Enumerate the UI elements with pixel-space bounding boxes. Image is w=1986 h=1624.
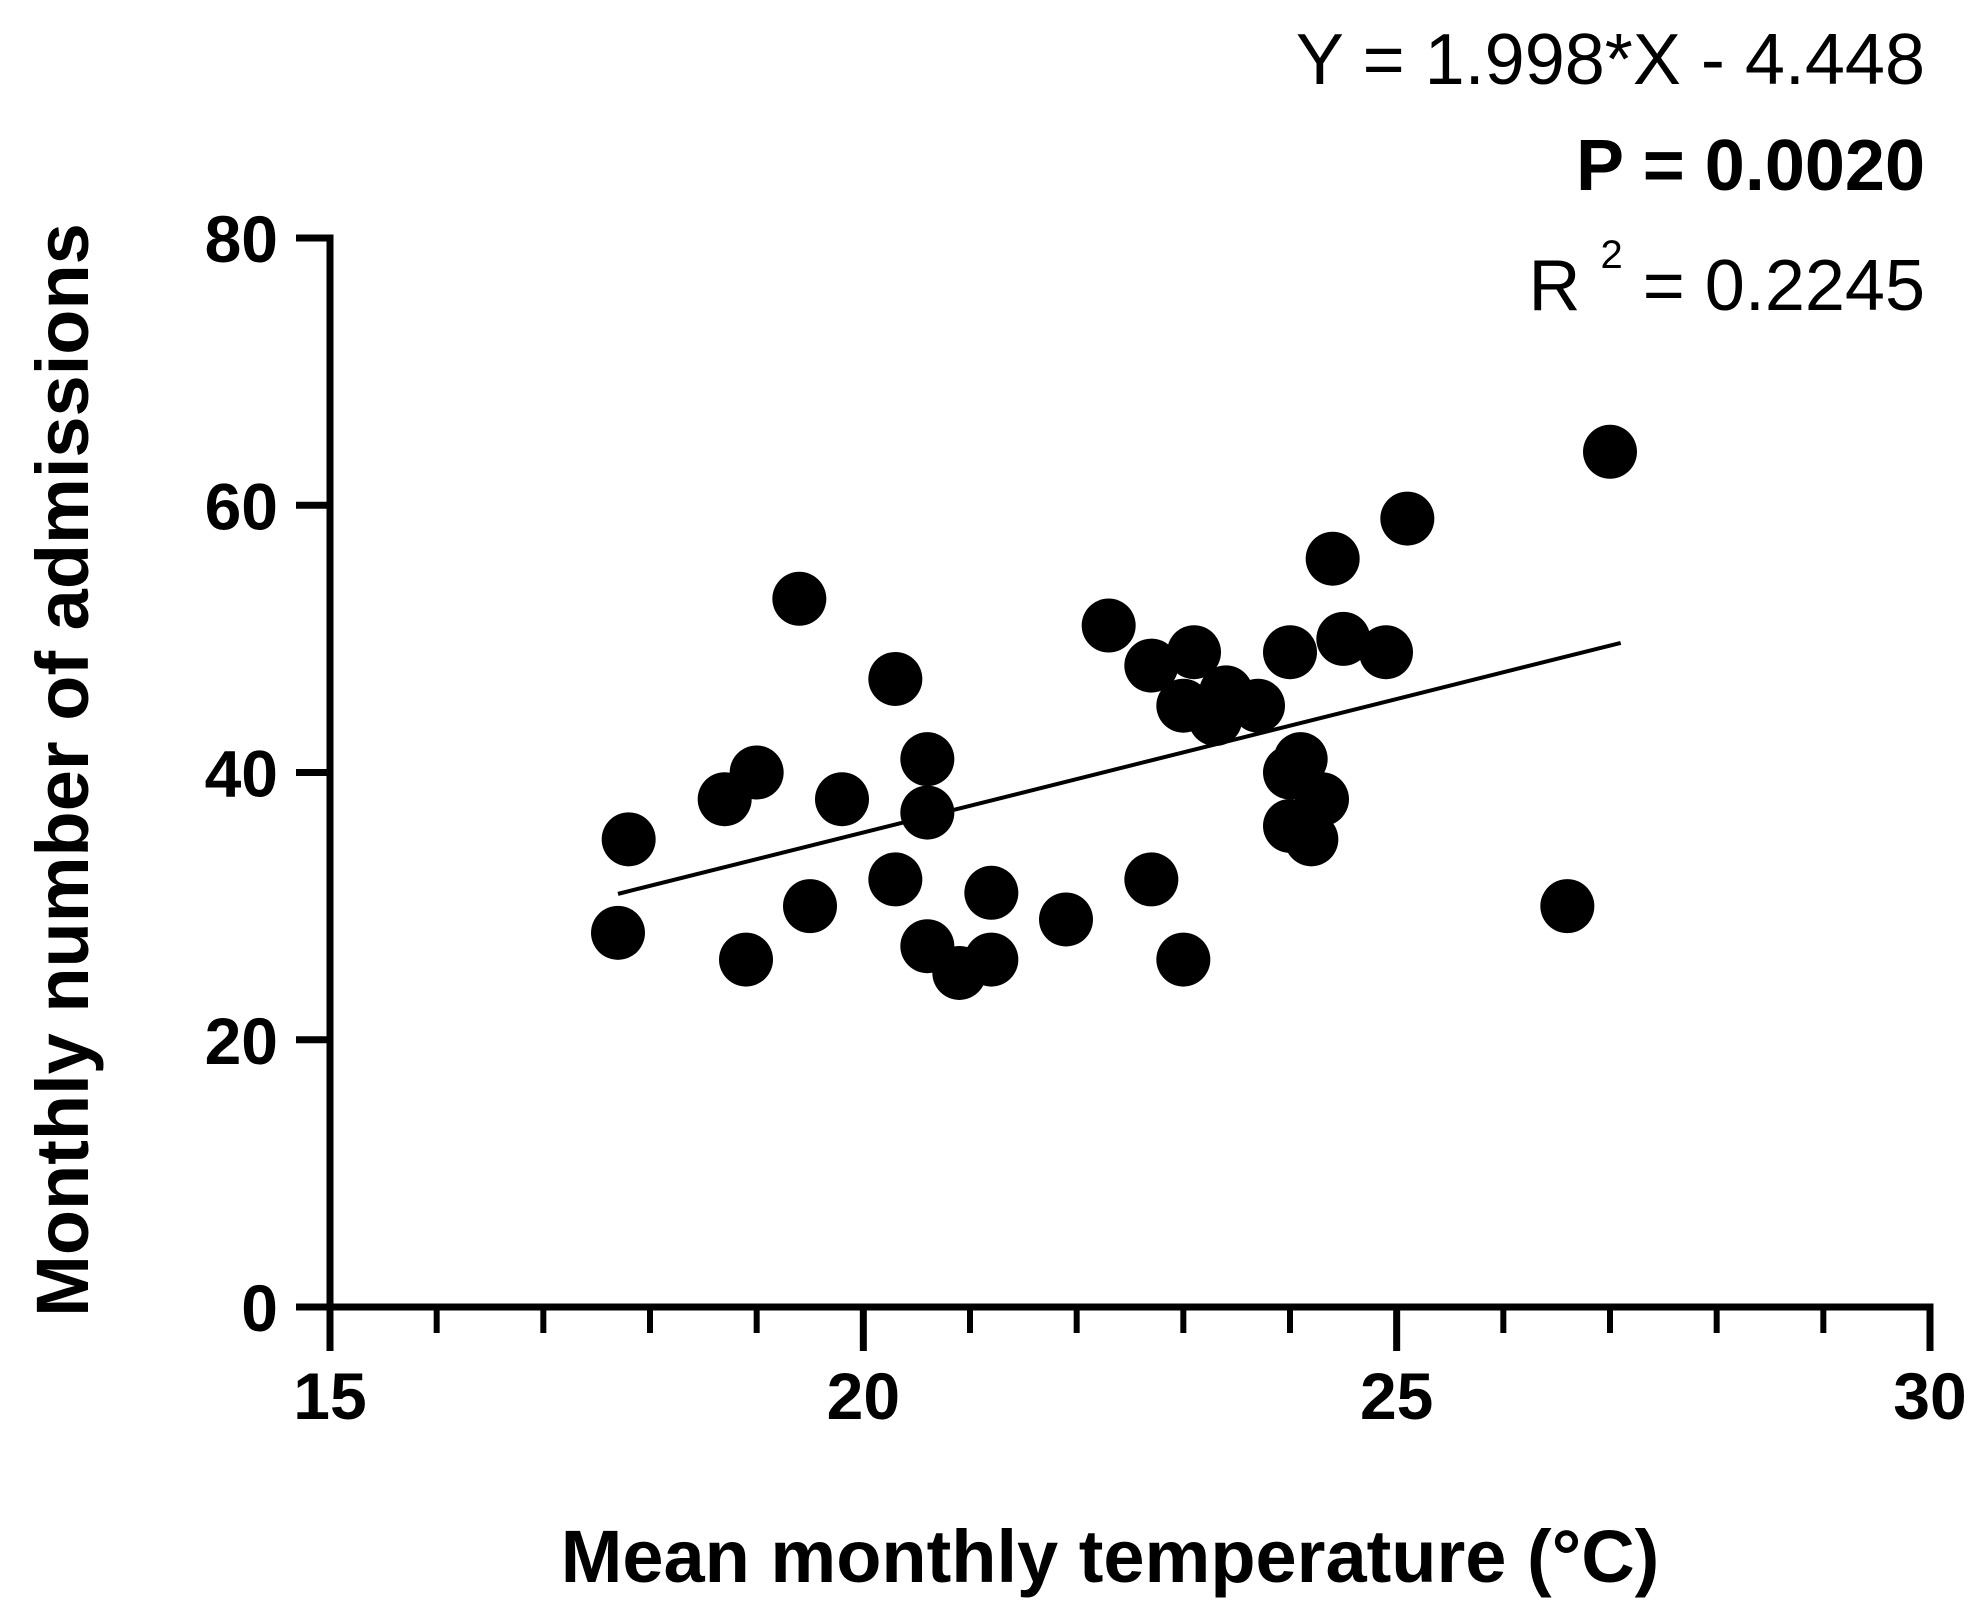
data-point — [1124, 638, 1179, 693]
r-squared-superscript: 2 — [1600, 233, 1622, 277]
y-tick-label: 60 — [205, 469, 278, 543]
data-point — [1263, 625, 1317, 680]
data-point — [1380, 491, 1435, 546]
data-point — [1039, 892, 1093, 947]
y-tick-label: 20 — [205, 1004, 278, 1078]
data-point — [772, 571, 827, 626]
y-tick-label: 40 — [205, 737, 278, 811]
data-point — [601, 812, 656, 867]
regression-line-group — [617, 640, 1622, 896]
data-point — [1081, 598, 1136, 653]
data-point — [868, 651, 923, 706]
data-point — [964, 865, 1019, 920]
x-tick-label: 20 — [827, 1359, 900, 1433]
data-points — [591, 424, 1637, 1000]
data-point — [1124, 852, 1179, 907]
data-point — [1359, 625, 1413, 680]
data-point — [1231, 678, 1285, 733]
regression-line — [617, 640, 1622, 896]
data-point — [1295, 772, 1349, 827]
regression-equation: Y = 1.998*X - 4.448 — [1296, 20, 1925, 100]
x-tick-label: 15 — [293, 1359, 366, 1433]
data-point — [1540, 879, 1595, 934]
data-point — [1316, 611, 1371, 666]
data-point — [1156, 932, 1211, 987]
data-point — [900, 732, 955, 787]
axes: 0 20 40 60 80 15 20 25 30 — [205, 202, 1967, 1433]
data-point — [868, 852, 923, 907]
data-point — [815, 772, 869, 827]
data-point — [964, 932, 1019, 987]
data-point — [900, 785, 955, 840]
x-tick-label: 30 — [1893, 1359, 1966, 1433]
p-value: P = 0.0020 — [1576, 126, 1925, 206]
x-axis-title: Mean monthly temperature (°C) — [561, 1515, 1660, 1598]
data-point — [1167, 625, 1221, 680]
data-point — [1305, 531, 1360, 586]
data-point — [719, 932, 773, 987]
data-point — [783, 879, 837, 934]
r-squared-prefix: R — [1528, 246, 1580, 326]
r-squared-value: = 0.2245 — [1643, 246, 1925, 326]
data-point — [1273, 732, 1328, 787]
y-axis-title: Monthly number of admissions — [21, 223, 104, 1317]
data-point — [729, 745, 784, 800]
y-tick-label: 80 — [205, 202, 278, 276]
y-tick-label: 0 — [241, 1271, 278, 1345]
r-squared: R 2 = 0.2245 — [1528, 204, 1925, 326]
x-tick-label: 25 — [1360, 1359, 1433, 1433]
data-point — [591, 905, 645, 960]
data-point — [1583, 424, 1637, 479]
